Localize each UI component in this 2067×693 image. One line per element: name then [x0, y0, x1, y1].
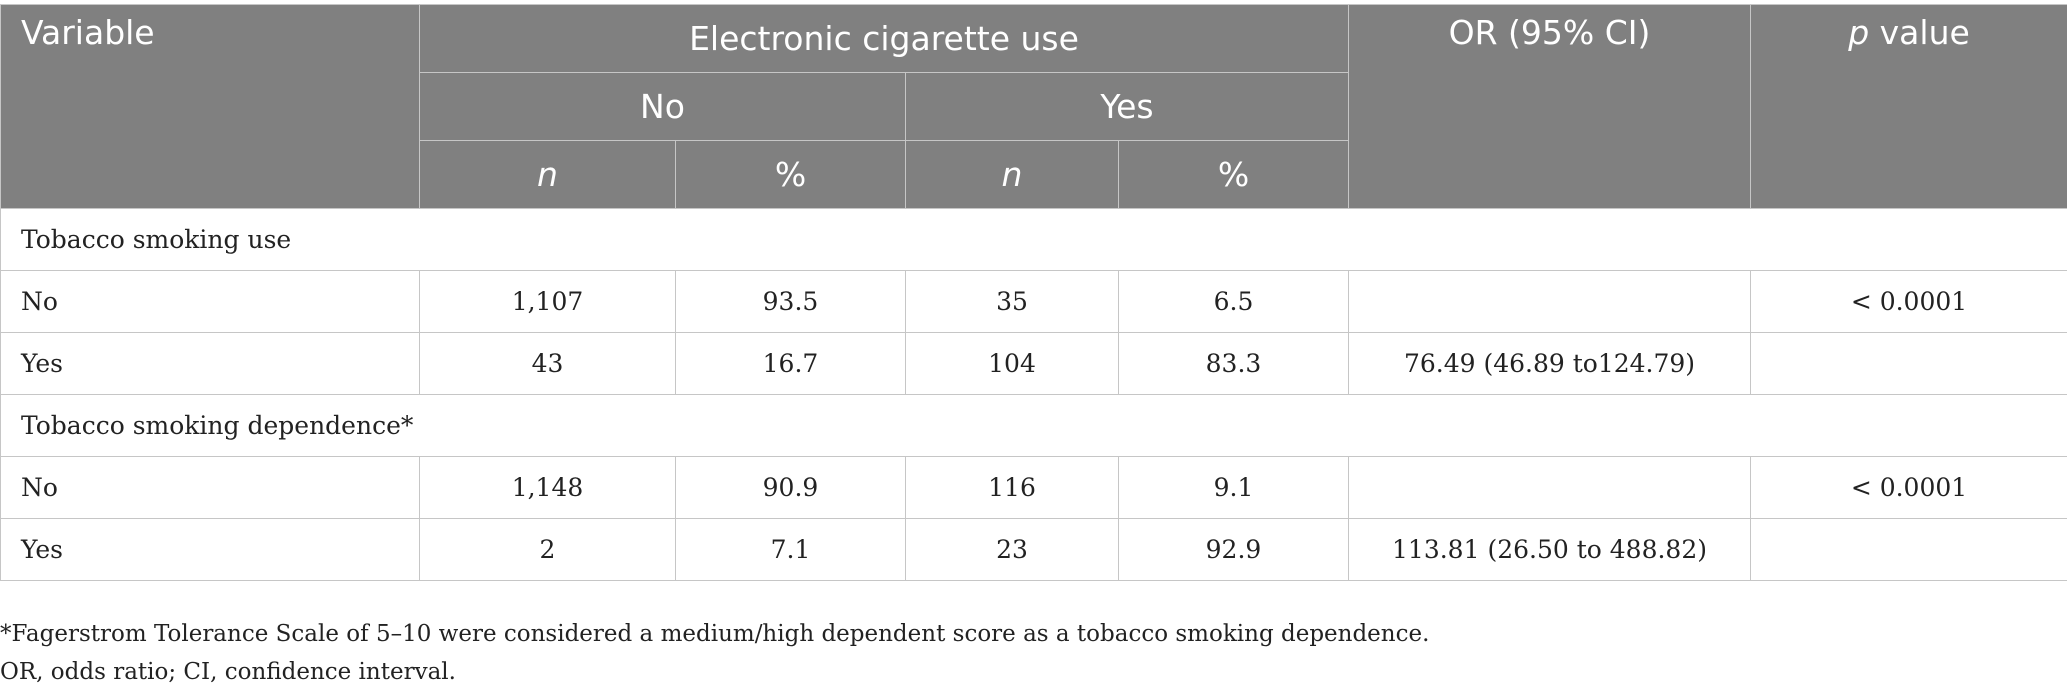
- footnote-abbreviations: OR, odds ratio; CI, confidence interval.: [0, 659, 456, 685]
- header-p-suffix: value: [1869, 13, 1970, 52]
- row-label: Yes: [0, 332, 420, 395]
- section-title: Tobacco smoking use: [0, 208, 2067, 271]
- row-label: Yes: [0, 518, 420, 581]
- table-footnotes: *Fagerstrom Tolerance Scale of 5–10 were…: [0, 615, 1429, 691]
- cell-no-n: 1,107: [419, 270, 676, 333]
- cell-yes-percent: 6.5: [1118, 270, 1349, 333]
- header-yes-n: n: [905, 140, 1119, 209]
- cell-no-percent: 90.9: [675, 456, 906, 519]
- cell-no-percent: 93.5: [675, 270, 906, 333]
- cell-yes-percent: 83.3: [1118, 332, 1349, 395]
- header-p-value: p value: [1750, 4, 2067, 209]
- header-yes: Yes: [905, 72, 1349, 141]
- section-row-smoking-dependence: Tobacco smoking dependence*: [0, 394, 2067, 457]
- results-table: Variable Electronic cigarette use OR (95…: [0, 4, 2067, 581]
- section-title: Tobacco smoking dependence*: [0, 394, 2067, 457]
- cell-yes-n: 35: [905, 270, 1119, 333]
- cell-or-ci: [1348, 456, 1751, 519]
- cell-no-n: 1,148: [419, 456, 676, 519]
- cell-no-n: 43: [419, 332, 676, 395]
- table-row: Yes 2 7.1 23 92.9 113.81 (26.50 to 488.8…: [0, 518, 2067, 581]
- row-label: No: [0, 270, 420, 333]
- cell-p-value: < 0.0001: [1750, 270, 2067, 333]
- table-body: Tobacco smoking use No 1,107 93.5 35 6.5…: [0, 208, 2067, 581]
- table-header: Variable Electronic cigarette use OR (95…: [0, 4, 2067, 209]
- table-row: Yes 43 16.7 104 83.3 76.49 (46.89 to124.…: [0, 332, 2067, 395]
- cell-or-ci: [1348, 270, 1751, 333]
- cell-or-ci: 113.81 (26.50 to 488.82): [1348, 518, 1751, 581]
- cell-yes-percent: 92.9: [1118, 518, 1349, 581]
- table-row: No 1,148 90.9 116 9.1 < 0.0001: [0, 456, 2067, 519]
- cell-yes-percent: 9.1: [1118, 456, 1349, 519]
- cell-p-value: [1750, 332, 2067, 395]
- cell-yes-n: 104: [905, 332, 1119, 395]
- header-no-n: n: [419, 140, 676, 209]
- header-or-ci: OR (95% CI): [1348, 4, 1751, 209]
- cell-p-value: < 0.0001: [1750, 456, 2067, 519]
- cell-or-ci: 76.49 (46.89 to124.79): [1348, 332, 1751, 395]
- cell-no-n: 2: [419, 518, 676, 581]
- header-no-percent: %: [675, 140, 906, 209]
- header-variable: Variable: [0, 4, 420, 209]
- cell-yes-n: 23: [905, 518, 1119, 581]
- footnote-fagerstrom: *Fagerstrom Tolerance Scale of 5–10 were…: [0, 621, 1430, 647]
- cell-yes-n: 116: [905, 456, 1119, 519]
- header-yes-percent: %: [1118, 140, 1349, 209]
- cell-no-percent: 16.7: [675, 332, 906, 395]
- section-row-smoking-use: Tobacco smoking use: [0, 208, 2067, 271]
- header-ecig-use: Electronic cigarette use: [419, 4, 1349, 73]
- cell-p-value: [1750, 518, 2067, 581]
- header-no: No: [419, 72, 906, 141]
- header-p-italic: p: [1848, 13, 1870, 52]
- row-label: No: [0, 456, 420, 519]
- table-row: No 1,107 93.5 35 6.5 < 0.0001: [0, 270, 2067, 333]
- cell-no-percent: 7.1: [675, 518, 906, 581]
